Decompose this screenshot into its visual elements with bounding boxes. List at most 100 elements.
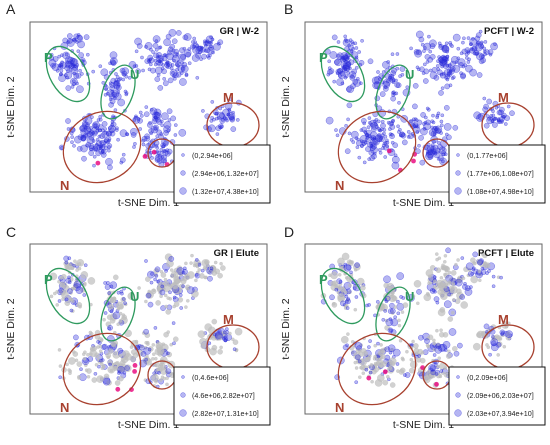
data-point: [420, 127, 428, 136]
data-point: [201, 109, 205, 113]
y-axis-label: t-SNE Dim. 2: [280, 76, 292, 137]
data-point: [461, 276, 466, 281]
data-point: [102, 317, 106, 322]
data-point: [78, 52, 85, 58]
data-point: [165, 382, 169, 387]
data-point: [346, 117, 350, 122]
data-point: [406, 130, 411, 134]
data-point: [191, 40, 195, 44]
data-point: [166, 296, 171, 300]
data-point: [69, 297, 74, 302]
data-point: [388, 317, 393, 322]
scatter-panel-a: PUMNRGR | W-2t-SNE Dim. 1t-SNE Dim. 2(0,…: [5, 21, 271, 209]
y-axis-label: t-SNE Dim. 2: [5, 76, 17, 137]
data-point: [448, 328, 457, 336]
data-point: [144, 259, 148, 263]
data-point: [477, 269, 482, 274]
data-point: [447, 316, 454, 322]
data-point: [367, 116, 372, 120]
data-point: [357, 155, 362, 160]
data-point: [121, 297, 126, 301]
data-point: [130, 132, 137, 138]
data-point: [150, 288, 157, 295]
data-point: [58, 364, 63, 368]
data-point: [87, 277, 96, 285]
data-point: [143, 378, 148, 382]
data-point: [171, 38, 178, 45]
data-point: [342, 64, 347, 69]
data-point: [151, 374, 159, 382]
data-point: [99, 358, 103, 363]
region-ellipse: [375, 64, 411, 120]
data-point: [469, 285, 473, 289]
data-point: [430, 147, 435, 151]
data-point: [143, 328, 149, 335]
data-point: [230, 126, 237, 132]
data-point: [184, 274, 191, 280]
data-point: [124, 92, 129, 97]
data-point: [88, 134, 95, 141]
data-point: [443, 68, 452, 77]
data-point: [366, 125, 371, 130]
data-point: [383, 141, 388, 145]
data-point: [149, 280, 154, 285]
data-point: [438, 55, 447, 64]
data-point: [219, 261, 223, 266]
data-point: [335, 71, 340, 76]
data-point: [137, 286, 141, 290]
data-point: [152, 35, 161, 43]
data-point: [465, 262, 474, 271]
data-point: [370, 379, 374, 384]
data-point: [388, 357, 397, 366]
data-point: [159, 119, 164, 124]
data-point: [77, 134, 84, 141]
data-point: [325, 48, 331, 55]
data-point: [462, 284, 468, 290]
data-point: [180, 64, 189, 73]
data-point: [483, 323, 490, 330]
data-point: [476, 332, 482, 338]
data-point: [136, 43, 143, 49]
data-point: [214, 268, 221, 275]
data-point: [90, 115, 94, 119]
data-point: [433, 296, 440, 302]
data-point: [149, 107, 158, 116]
data-point: [160, 123, 165, 128]
data-point: [416, 67, 421, 72]
data-point: [153, 277, 157, 282]
data-point: [151, 118, 158, 125]
highlight-point: [151, 149, 157, 155]
highlight-point: [366, 375, 372, 381]
data-point: [469, 68, 477, 77]
data-point: [67, 275, 71, 280]
data-point: [65, 265, 70, 270]
data-point: [68, 68, 73, 72]
data-point: [200, 268, 205, 273]
data-point: [166, 128, 171, 133]
data-point: [418, 334, 424, 341]
data-point: [70, 77, 78, 86]
data-point: [170, 270, 179, 279]
data-point: [64, 52, 69, 57]
data-point: [148, 57, 155, 64]
legend-entry: (0,2.09e+06]: [467, 373, 508, 382]
data-point: [381, 146, 385, 150]
region-label-n: N: [60, 400, 69, 415]
data-point: [491, 274, 496, 279]
region-ellipse: [337, 110, 417, 184]
data-point: [415, 130, 420, 134]
data-point: [444, 83, 451, 90]
data-point: [160, 284, 165, 289]
data-point: [66, 127, 71, 131]
data-point: [422, 78, 429, 84]
data-point: [343, 55, 350, 61]
data-point: [499, 275, 503, 280]
data-point: [352, 79, 359, 85]
data-point: [73, 259, 77, 264]
x-axis-label: t-SNE Dim. 1: [118, 419, 179, 431]
data-point: [108, 124, 116, 133]
data-point: [373, 343, 378, 348]
data-point: [413, 49, 420, 55]
data-point: [396, 299, 400, 304]
data-point: [165, 33, 172, 40]
